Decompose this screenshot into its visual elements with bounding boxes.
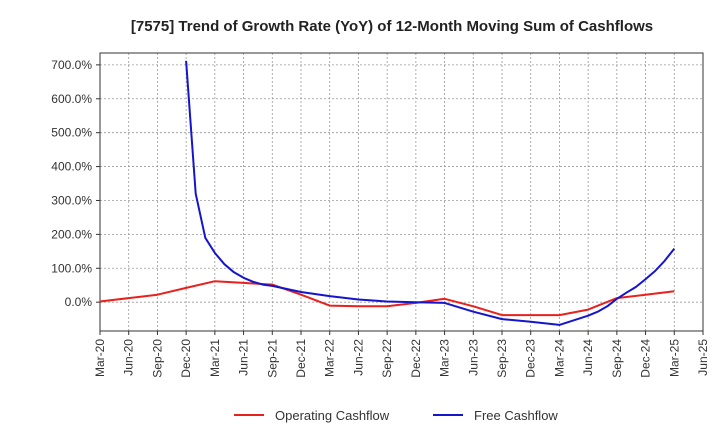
x-axis: Mar-20 Jun-20 Sep-20 Dec-20 Mar-21 Jun-21 Sep-… (93, 331, 710, 378)
y-tick-label: 600.0% (51, 92, 92, 106)
x-tick-label: Dec-23 (524, 339, 538, 378)
x-tick-label: Dec-24 (639, 339, 653, 378)
x-tick-label: Jun-24 (581, 339, 595, 376)
x-tick-label: Mar-25 (667, 339, 681, 377)
x-tick-label: Mar-21 (208, 339, 222, 377)
series-line-free-cashflow (185, 60, 676, 326)
x-tick-label: Sep-22 (380, 339, 394, 378)
plot-area (99, 52, 704, 332)
y-tick-label: 700.0% (51, 58, 92, 72)
x-tick-label: Sep-24 (610, 339, 624, 378)
y-tick-label: 500.0% (51, 126, 92, 140)
x-tick-label: Dec-22 (409, 339, 423, 378)
series-line-operating-cashflow (99, 280, 675, 317)
x-tick-label: Mar-23 (438, 339, 452, 377)
x-tick-label: Dec-20 (179, 339, 193, 378)
x-tick-label: Jun-20 (122, 339, 136, 376)
x-tick-label: Jun-21 (237, 339, 251, 376)
x-tick-label: Mar-22 (323, 339, 337, 377)
legend-label-operating-cashflow: Operating Cashflow (275, 408, 390, 423)
legend-label-free-cashflow: Free Cashflow (474, 408, 558, 423)
chart-title: [7575] Trend of Growth Rate (YoY) of 12-… (131, 18, 653, 35)
x-tick-label: Mar-24 (552, 339, 566, 377)
y-tick-label: 300.0% (51, 193, 92, 207)
x-tick-label: Mar-20 (93, 339, 107, 377)
y-tick-label: 0.0% (65, 295, 93, 309)
x-tick-label: Dec-21 (294, 339, 308, 378)
grid (99, 53, 704, 331)
x-tick-label: Sep-20 (150, 339, 164, 378)
x-tick-label: Sep-21 (265, 339, 279, 378)
legend: Operating Cashflow Free Cashflow (234, 408, 558, 423)
y-axis: 0.0% 100.0% 200.0% 300.0% 400.0% 500.0% 600.0%… (51, 58, 100, 309)
x-tick-label: Sep-23 (495, 339, 509, 378)
x-tick-label: Jun-23 (466, 339, 480, 376)
y-tick-label: 400.0% (51, 160, 92, 174)
y-tick-label: 200.0% (51, 227, 92, 241)
x-tick-label: Jun-25 (696, 339, 710, 376)
y-tick-label: 100.0% (51, 261, 92, 275)
x-tick-label: Jun-22 (351, 339, 365, 376)
series-lines (99, 60, 676, 326)
